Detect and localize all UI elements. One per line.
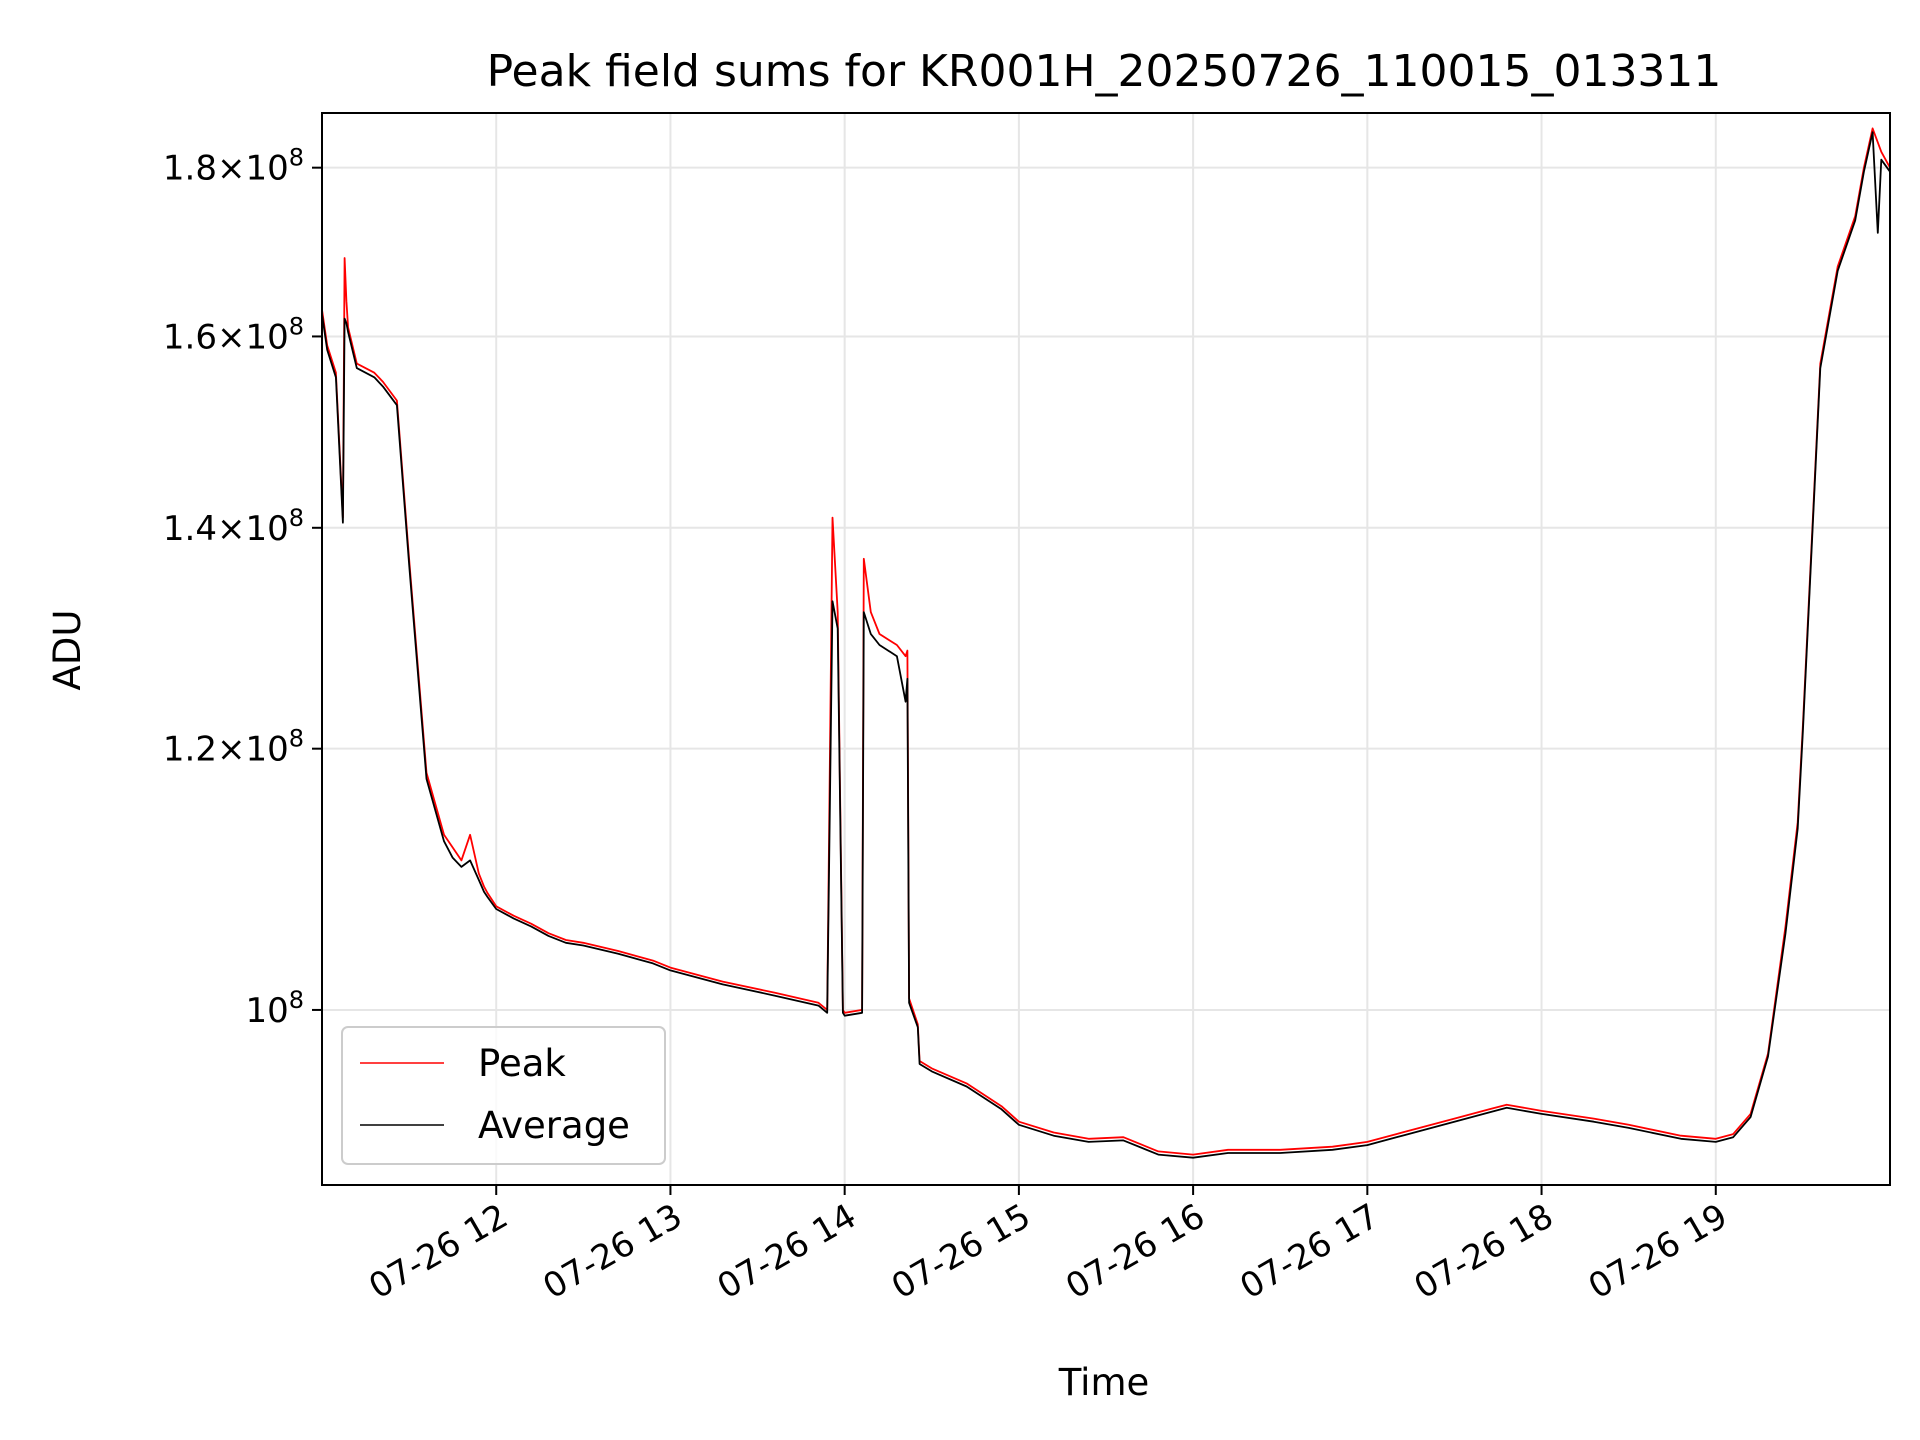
y-axis-label: ADU: [46, 610, 89, 691]
y-tick-label-2: 1.4×108: [163, 504, 304, 549]
y-tick-label-3: 1.6×108: [163, 312, 304, 357]
y-tick-label-1: 1.2×108: [163, 725, 304, 770]
series-line-average: [321, 131, 1891, 1159]
x-axis-label: Time: [1058, 1361, 1150, 1404]
series-line-peak: [321, 127, 1891, 1156]
series-layer: [321, 127, 1891, 1159]
legend: Peak Average: [341, 1026, 666, 1165]
y-tick-label-4: 1.8×108: [163, 144, 304, 189]
legend-label-average: Average: [478, 1104, 630, 1147]
chart-title: Peak field sums for KR001H_20250726_1100…: [487, 46, 1722, 97]
plot-frame: [321, 112, 1891, 1186]
legend-label-peak: Peak: [478, 1042, 566, 1085]
y-tick-label-0: 108: [245, 986, 304, 1031]
legend-box: [341, 1026, 666, 1165]
grid-layer: [322, 113, 1890, 1185]
